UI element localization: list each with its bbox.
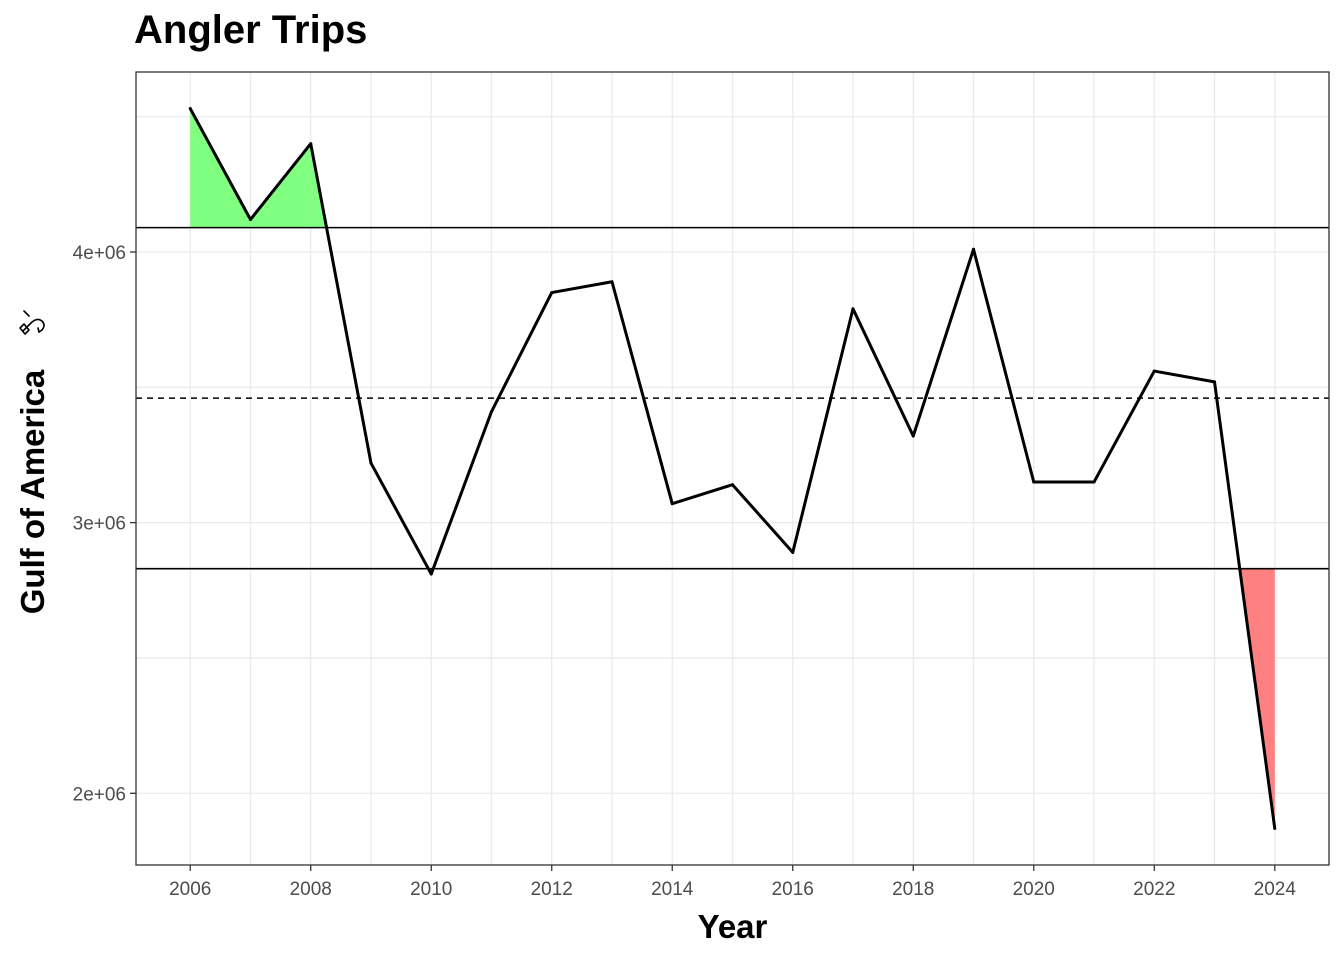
fishing-hook-icon	[19, 310, 45, 335]
x-tick-label: 2014	[651, 879, 694, 900]
data-point	[670, 502, 674, 506]
data-point	[369, 461, 373, 465]
plot-panel-border	[135, 71, 1330, 866]
series-line-group	[188, 107, 1277, 830]
reference-lines	[136, 226, 1329, 570]
data-point	[1213, 380, 1217, 384]
data-point	[791, 550, 795, 554]
x-axis-ticks: 2006 2008 2010 2012 2014 2016 2018 2020 2022 2024	[169, 865, 1296, 900]
data-point	[188, 107, 192, 111]
y-tick-label: 4e+06	[73, 243, 126, 264]
x-tick-label: 2006	[169, 879, 211, 900]
data-point	[429, 572, 433, 576]
x-axis-title: Year	[698, 908, 768, 945]
y-tick-label: 3e+06	[73, 514, 126, 535]
x-tick-label: 2010	[410, 879, 452, 900]
x-tick-label: 2018	[892, 879, 934, 900]
data-point	[1273, 826, 1277, 830]
data-point	[731, 483, 734, 487]
data-point	[851, 307, 855, 311]
data-point	[550, 291, 554, 295]
data-point	[1092, 480, 1096, 484]
data-point	[1032, 480, 1036, 484]
data-point	[309, 142, 313, 146]
data-point	[489, 410, 493, 414]
data-point	[972, 247, 976, 251]
x-tick-label: 2008	[290, 879, 332, 900]
data-point	[248, 218, 252, 222]
data-point	[610, 280, 614, 284]
x-tick-label: 2016	[772, 879, 814, 900]
y-tick-label: 2e+06	[73, 784, 126, 805]
y-axis-title-group: Gulf of America	[14, 310, 51, 614]
data-point	[1152, 369, 1156, 373]
x-tick-label: 2022	[1133, 879, 1175, 900]
chart-title: Angler Trips	[134, 8, 368, 52]
x-tick-label: 2012	[531, 879, 573, 900]
y-axis-title: Gulf of America	[14, 369, 51, 614]
data-point	[911, 434, 915, 438]
x-tick-label: 2024	[1254, 879, 1297, 900]
x-tick-label: 2020	[1013, 879, 1055, 900]
y-axis-ticks: 2e+06 3e+06 4e+06	[73, 243, 136, 805]
